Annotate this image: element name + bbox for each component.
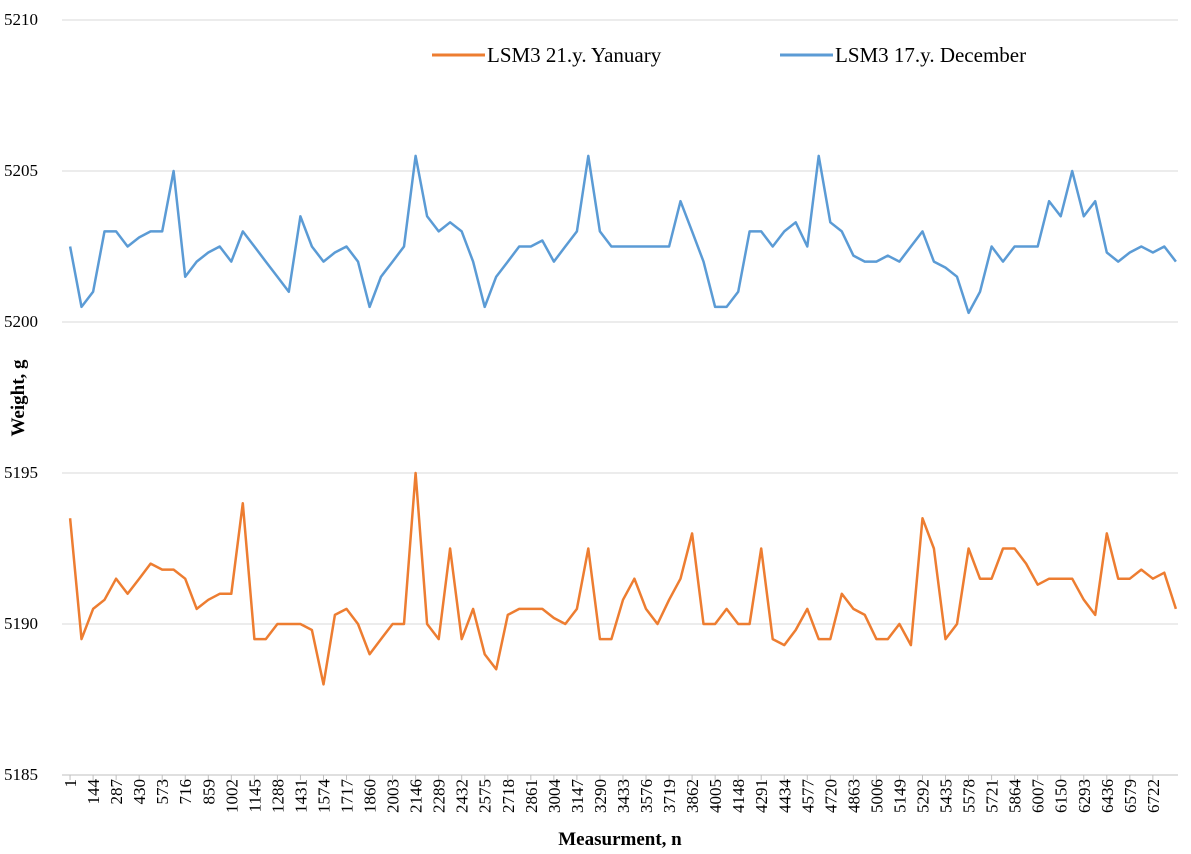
x-tick-label: 3576 — [637, 779, 656, 813]
x-tick-label: 3433 — [614, 779, 633, 813]
y-tick-label: 5190 — [4, 614, 38, 633]
x-tick-label: 859 — [199, 779, 218, 805]
x-tick-label: 4148 — [729, 779, 748, 813]
x-tick-label: 3719 — [660, 779, 679, 813]
x-tick-label: 4863 — [844, 779, 863, 813]
x-tick-label: 1145 — [245, 779, 264, 812]
legend-label: LSM3 17.y. December — [835, 43, 1026, 67]
x-tick-label: 3290 — [591, 779, 610, 813]
legend-label: LSM3 21.y. Yanuary — [487, 43, 662, 67]
x-tick-label: 3862 — [683, 779, 702, 813]
x-tick-label: 2575 — [476, 779, 495, 813]
x-tick-label: 1002 — [222, 779, 241, 813]
x-tick-label: 2718 — [499, 779, 518, 813]
x-tick-label: 5435 — [937, 779, 956, 813]
x-tick-label: 716 — [176, 779, 195, 805]
x-tick-label: 5578 — [960, 779, 979, 813]
x-tick-label: 5721 — [983, 779, 1002, 813]
y-tick-label: 5205 — [4, 161, 38, 180]
x-tick-label: 5149 — [890, 779, 909, 813]
x-tick-label: 1574 — [314, 779, 333, 814]
x-tick-label: 3004 — [545, 779, 564, 814]
x-tick-label: 1288 — [268, 779, 287, 813]
x-tick-label: 4434 — [775, 779, 794, 814]
x-tick-label: 6722 — [1144, 779, 1163, 813]
x-tick-label: 1860 — [361, 779, 380, 813]
x-tick-label: 1717 — [338, 779, 357, 814]
x-tick-label: 2432 — [453, 779, 472, 813]
x-tick-label: 144 — [84, 779, 103, 805]
x-tick-label: 6579 — [1121, 779, 1140, 813]
x-tick-label: 5864 — [1006, 779, 1025, 814]
x-tick-label: 4005 — [706, 779, 725, 813]
x-tick-label: 2861 — [522, 779, 541, 813]
x-tick-label: 6293 — [1075, 779, 1094, 813]
x-tick-label: 573 — [153, 779, 172, 805]
x-tick-label: 5292 — [913, 779, 932, 813]
x-tick-label: 2146 — [407, 779, 426, 813]
x-tick-label: 2003 — [384, 779, 403, 813]
y-tick-label: 5200 — [4, 312, 38, 331]
x-tick-label: 6150 — [1052, 779, 1071, 813]
x-tick-label: 4291 — [752, 779, 771, 813]
x-tick-label: 5006 — [867, 779, 886, 813]
series-line — [68, 154, 1177, 315]
y-axis-title: Weight, g — [8, 359, 29, 437]
x-tick-label: 6436 — [1098, 779, 1117, 813]
x-tick-label: 2289 — [430, 779, 449, 813]
x-axis-title: Measurment, n — [558, 829, 682, 850]
y-tick-label: 5195 — [4, 463, 38, 482]
x-tick-label: 1 — [61, 779, 80, 788]
x-tick-label: 6007 — [1029, 779, 1048, 814]
series-line — [68, 471, 1178, 686]
x-tick-label: 287 — [107, 779, 126, 805]
y-tick-label: 5210 — [4, 10, 38, 29]
x-tick-label: 3147 — [568, 779, 587, 814]
x-tick-label: 430 — [130, 779, 149, 805]
y-tick-label: 5185 — [4, 765, 38, 784]
x-tick-label: 4577 — [798, 779, 817, 814]
x-tick-label: 4720 — [821, 779, 840, 813]
x-tick-label: 1431 — [291, 779, 310, 813]
